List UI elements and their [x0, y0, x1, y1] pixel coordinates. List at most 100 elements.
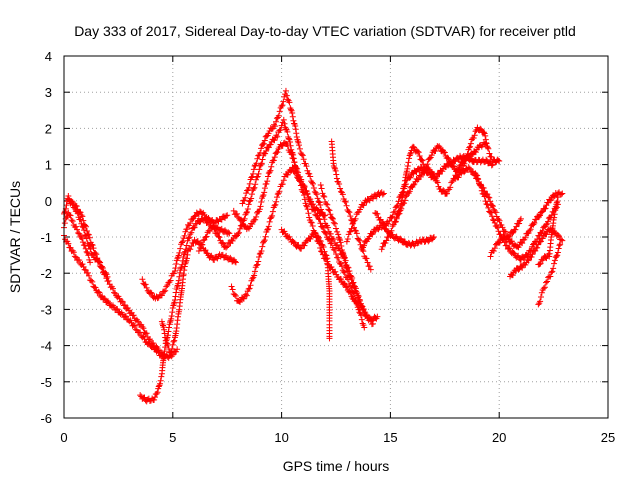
data-point: [95, 288, 102, 295]
data-point: [258, 199, 265, 206]
data-point: [103, 271, 110, 278]
data-points: [61, 87, 566, 405]
data-point: [351, 295, 358, 302]
data-point: [341, 255, 348, 262]
data-point: [257, 203, 264, 210]
data-point: [290, 155, 297, 162]
data-point: [79, 213, 86, 220]
data-point: [317, 220, 324, 227]
data-point: [228, 283, 235, 290]
data-point: [141, 336, 148, 343]
data-point: [98, 263, 105, 270]
data-point: [169, 345, 176, 352]
data-point: [262, 150, 269, 157]
data-point: [165, 328, 172, 335]
data-point: [509, 229, 516, 236]
data-point: [285, 134, 292, 141]
data-point: [477, 182, 484, 189]
data-point: [282, 126, 289, 133]
data-point: [253, 262, 260, 269]
data-point: [393, 203, 400, 210]
data-point: [322, 229, 329, 236]
data-point: [489, 213, 496, 220]
data-point: [261, 137, 268, 144]
data-point: [519, 240, 526, 247]
data-point: [265, 173, 271, 180]
data-point: [338, 276, 345, 283]
data-point: [280, 98, 287, 105]
data-point: [534, 244, 541, 251]
data-point: [467, 140, 474, 147]
data-point: [172, 265, 179, 272]
data-point: [243, 292, 250, 299]
data-point: [393, 214, 400, 221]
data-point: [253, 174, 260, 181]
data-point: [137, 329, 144, 336]
data-point: [343, 264, 350, 271]
data-point: [360, 306, 367, 313]
data-point: [172, 293, 179, 300]
data-point: [461, 169, 468, 176]
x-tick-label: 0: [60, 430, 67, 445]
data-point: [291, 158, 298, 165]
data-point: [181, 267, 188, 274]
data-point: [254, 155, 261, 162]
data-point: [96, 289, 103, 296]
data-point: [506, 245, 513, 252]
y-tick-label: -2: [40, 266, 52, 281]
data-point: [342, 198, 349, 205]
data-point: [274, 133, 281, 140]
axis-ticks: 0 5 10 15 20 25 -6 -5 -4 -3 -2 -1 0 1 2 3 4: [40, 49, 615, 445]
data-point: [338, 242, 345, 249]
data-point: [360, 242, 367, 249]
data-point: [461, 160, 468, 167]
data-point: [223, 244, 230, 251]
data-point: [410, 182, 417, 189]
data-point: [517, 217, 524, 224]
data-point: [76, 230, 83, 237]
data-point: [315, 234, 322, 241]
data-point: [250, 170, 257, 177]
data-point: [494, 224, 501, 231]
data-point: [198, 244, 205, 251]
data-point: [180, 271, 187, 278]
data-point: [551, 211, 558, 218]
data-point: [232, 293, 239, 300]
data-point: [475, 176, 482, 183]
data-point: [276, 108, 283, 115]
y-tick-label: -1: [40, 230, 52, 245]
data-point: [344, 236, 351, 243]
data-point: [485, 145, 492, 152]
data-point: [532, 247, 539, 254]
data-point: [335, 231, 342, 238]
data-point: [325, 235, 332, 242]
data-point: [308, 201, 315, 208]
data-point: [170, 338, 177, 345]
data-point: [496, 157, 503, 164]
data-point: [485, 204, 492, 211]
data-point: [361, 324, 368, 331]
data-point: [379, 243, 386, 250]
data-point: [224, 212, 231, 219]
data-point: [238, 216, 245, 223]
data-point: [81, 227, 88, 234]
data-point: [256, 166, 263, 173]
data-point: [467, 143, 474, 150]
data-point: [554, 194, 561, 201]
data-point: [414, 148, 421, 155]
data-point: [109, 285, 116, 292]
data-point: [229, 286, 236, 293]
data-point: [147, 289, 154, 296]
data-point: [473, 171, 480, 178]
data-point: [161, 326, 168, 333]
data-point: [344, 276, 351, 283]
data-point: [265, 223, 272, 230]
data-point: [352, 299, 359, 306]
data-point: [321, 248, 328, 255]
data-point: [289, 164, 296, 171]
data-point: [350, 279, 357, 286]
data-point: [171, 337, 178, 344]
data-point: [75, 229, 82, 236]
data-point: [261, 237, 268, 244]
data-point: [118, 298, 125, 305]
